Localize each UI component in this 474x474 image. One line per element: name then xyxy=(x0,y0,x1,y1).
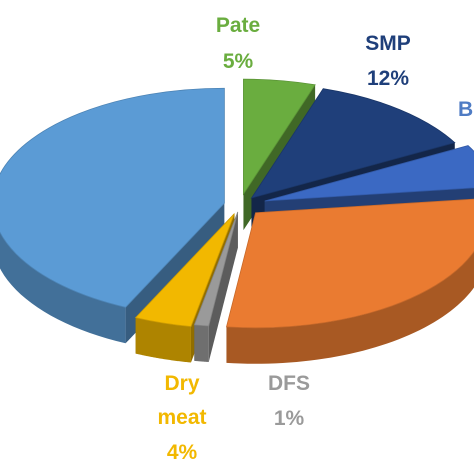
slice-label-dry-meat-line2: meat xyxy=(157,406,206,429)
slice-label-smp: SMP xyxy=(365,32,411,55)
slice-label-b: B xyxy=(458,98,473,121)
slice-label-pate: Pate xyxy=(216,14,260,37)
slice-top xyxy=(264,145,474,202)
slice-rim xyxy=(0,232,126,344)
slice-top xyxy=(134,213,235,327)
slice-top xyxy=(250,88,456,199)
slice-rim xyxy=(194,324,209,363)
slice-rim xyxy=(226,251,474,364)
slice-top xyxy=(243,78,316,196)
pie-slices xyxy=(0,78,474,364)
slice-rim xyxy=(135,317,191,363)
slice-top xyxy=(225,198,474,329)
slice-value-pate: 5% xyxy=(223,50,254,73)
slice-value-dry-meat: 4% xyxy=(167,441,198,464)
slice-top xyxy=(193,211,239,327)
pie-slice-unlabeled-3 xyxy=(225,198,474,364)
slice-top xyxy=(0,87,225,308)
pie-slice-dfs xyxy=(193,211,239,363)
slice-label-dfs: DFS xyxy=(268,372,310,395)
slice-value-dfs: 1% xyxy=(274,407,305,430)
slice-value-smp: 12% xyxy=(367,67,409,90)
slice-label-dry-meat-line1: Dry xyxy=(164,372,199,395)
